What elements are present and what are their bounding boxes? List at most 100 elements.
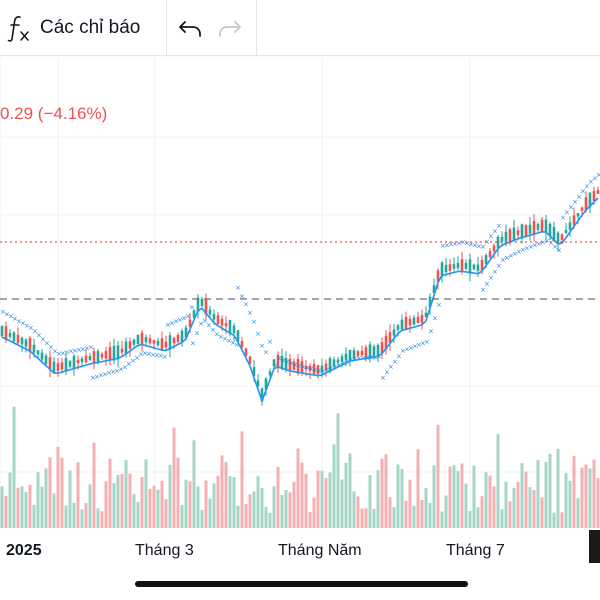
sar-dot: × <box>552 243 558 251</box>
sar-dot: × <box>508 252 514 260</box>
sar-dot: × <box>202 317 208 325</box>
sar-dot: × <box>440 242 446 250</box>
volume-bars <box>0 406 600 528</box>
volume-bar <box>260 487 264 528</box>
volume-bar <box>124 460 128 528</box>
sar-dot: × <box>596 171 600 179</box>
sar-dot: × <box>376 353 382 361</box>
redo-icon[interactable] <box>216 14 244 42</box>
sar-dot: × <box>259 342 265 350</box>
volume-bar <box>524 471 528 528</box>
candle-body <box>144 337 148 343</box>
volume-bar <box>288 492 292 528</box>
sar-dot: × <box>255 330 261 338</box>
undo-icon[interactable] <box>176 14 204 42</box>
candle-body <box>532 221 536 236</box>
candle-body <box>220 318 224 326</box>
volume-bar <box>0 486 4 528</box>
volume-bar <box>96 508 100 528</box>
volume-bar <box>84 503 88 528</box>
sar-dot: × <box>492 227 498 235</box>
candle-body <box>216 315 220 325</box>
volume-bar <box>64 505 68 528</box>
toolbar-divider-2 <box>256 0 257 56</box>
volume-bar <box>376 470 380 528</box>
candle-body <box>508 229 512 243</box>
volume-bar <box>208 498 212 528</box>
volume-bar <box>4 495 8 528</box>
volume-bar <box>176 457 180 528</box>
sar-dot: × <box>568 203 574 211</box>
candle-body <box>108 347 112 361</box>
home-indicator[interactable] <box>135 581 468 587</box>
candle-body <box>456 262 460 269</box>
sar-dot: × <box>142 349 148 357</box>
volume-bar <box>580 467 584 528</box>
sar-dot: × <box>320 368 326 376</box>
volume-bar <box>300 462 304 528</box>
volume-bar <box>400 469 404 528</box>
sar-dot: × <box>312 366 318 374</box>
sar-dot: × <box>584 182 590 190</box>
volume-bar <box>448 466 452 528</box>
sar-dot: × <box>24 322 30 330</box>
volume-bar <box>160 480 164 528</box>
sar-dot: × <box>165 321 171 329</box>
sar-dot: × <box>206 322 212 330</box>
sar-dot: × <box>512 250 518 258</box>
volume-bar <box>168 464 172 528</box>
candle-body <box>496 236 500 249</box>
indicators-label: Các chỉ báo <box>40 17 141 38</box>
volume-bar <box>184 479 188 528</box>
chart-grid <box>0 57 600 530</box>
candle-body <box>332 359 336 367</box>
function-fx-icon <box>7 16 29 42</box>
sar-dot: × <box>234 341 240 349</box>
candle-body <box>580 207 584 211</box>
volume-bar <box>440 511 444 528</box>
candle-body <box>408 318 412 326</box>
candle-body <box>300 361 304 373</box>
volume-bar <box>596 478 600 528</box>
candle-body <box>376 344 380 356</box>
volume-bar <box>504 481 508 528</box>
volume-bar <box>372 509 376 528</box>
sar-dot: × <box>169 319 175 327</box>
sar-dot: × <box>194 330 200 338</box>
sar-dot: × <box>110 368 116 376</box>
sar-dot: × <box>580 188 586 196</box>
volume-bar <box>492 486 496 528</box>
volume-bar <box>496 434 500 528</box>
volume-bar <box>368 475 372 528</box>
candle-body <box>584 197 588 211</box>
volume-bar <box>28 484 32 528</box>
volume-bar <box>292 481 296 528</box>
volume-bar <box>36 472 40 528</box>
sar-dot: × <box>328 364 334 372</box>
sar-dot: × <box>500 256 506 264</box>
candle-body <box>268 371 272 376</box>
volume-bar <box>216 475 220 528</box>
candle-body <box>396 325 400 330</box>
volume-bar <box>348 453 352 528</box>
candle-body <box>416 316 420 324</box>
volume-bar <box>392 507 396 528</box>
sar-dot: × <box>476 242 482 250</box>
sar-dot: × <box>158 352 164 360</box>
volume-bar <box>12 406 16 528</box>
volume-bar <box>480 496 484 528</box>
indicators-button[interactable]: Các chỉ báo <box>6 8 140 48</box>
sar-dot: × <box>544 237 550 245</box>
sar-dot: × <box>60 349 66 357</box>
volume-bar <box>80 509 84 528</box>
sar-dot: × <box>214 330 220 338</box>
sar-dot: × <box>400 347 406 355</box>
price-chart[interactable]: ××××××××××××××××××××××××××××××××××××××××… <box>0 57 600 570</box>
volume-bar <box>500 509 504 528</box>
candle-body <box>248 356 252 364</box>
volume-bar <box>308 512 312 528</box>
candle-body <box>520 224 524 239</box>
volume-bar <box>116 474 120 528</box>
candle-body <box>480 259 484 271</box>
sar-dot: × <box>420 339 426 347</box>
